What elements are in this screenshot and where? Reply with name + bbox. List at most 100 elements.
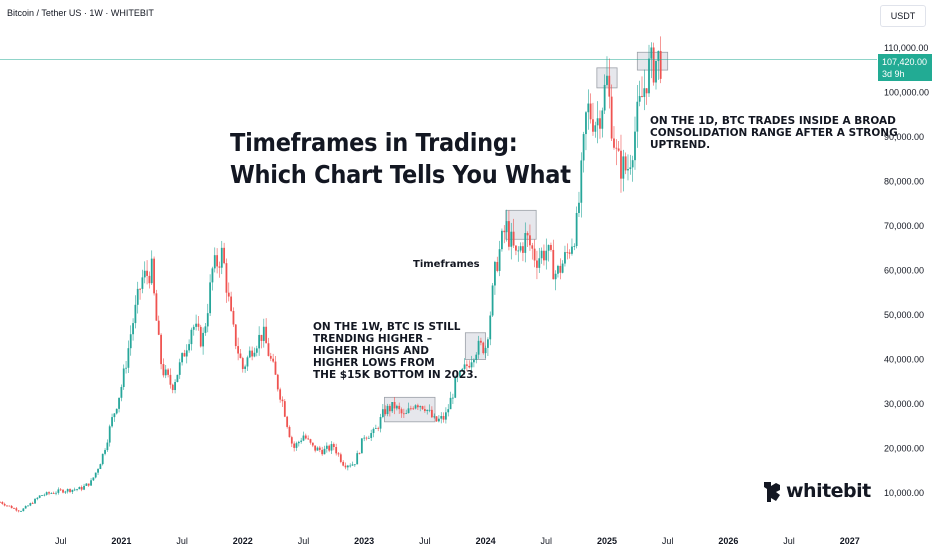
candle-body (13, 508, 15, 509)
candle-body (461, 368, 464, 371)
y-tick-label: 80,000.00 (884, 176, 924, 186)
candle-body (309, 439, 312, 443)
candle-body (370, 433, 373, 438)
candle-body (589, 103, 592, 120)
y-tick-label: 90,000.00 (884, 132, 924, 142)
candle-body (122, 368, 125, 388)
candle-body (113, 413, 116, 418)
candle-body (169, 374, 172, 385)
candle-body (69, 489, 71, 492)
candle-body (148, 275, 151, 284)
candle-body (274, 361, 277, 375)
candle-body (491, 285, 494, 316)
x-tick-label: 2024 (476, 536, 496, 546)
currency-selector[interactable]: USDT (880, 5, 926, 27)
candle-body (526, 233, 529, 236)
candle-body (447, 409, 450, 413)
candle-body (52, 493, 55, 494)
candle-body (428, 409, 431, 411)
candle-body (272, 358, 275, 362)
candle-body (655, 60, 657, 83)
candle-body (10, 505, 13, 509)
candle-body (358, 453, 361, 454)
candle-body (160, 334, 162, 365)
x-tick-label: Jul (662, 536, 674, 546)
candle-body (545, 250, 548, 261)
candle-body (241, 358, 244, 369)
candle-body (225, 263, 228, 293)
candle-body (66, 489, 69, 492)
candle-body (339, 454, 342, 462)
candle-body (157, 320, 160, 335)
candle-body (522, 246, 524, 253)
candle-body (176, 374, 179, 383)
candle-body (540, 250, 543, 259)
candle-body (419, 406, 422, 408)
candle-body (195, 323, 198, 327)
candle-body (332, 444, 335, 448)
candle-body (115, 408, 118, 414)
candle-body (395, 405, 398, 409)
candle-body (468, 365, 471, 368)
candle-body (216, 255, 219, 267)
candle-body (118, 397, 120, 409)
candle-body (363, 437, 366, 439)
candle-body (237, 346, 240, 354)
candle-body (463, 364, 466, 369)
x-tick-label: 2025 (597, 536, 617, 546)
candle-body (349, 465, 352, 467)
candle-body (45, 492, 48, 495)
headline: Timeframes in Trading: Which Chart Tells… (230, 127, 571, 191)
candle-body (652, 47, 655, 83)
candle-body (377, 428, 380, 429)
candle-body (120, 387, 123, 398)
candle-body (293, 443, 296, 448)
candle-body (566, 252, 569, 253)
candle-body (262, 326, 265, 341)
headline-line-2: Which Chart Tells You What (230, 160, 571, 189)
candle-body (48, 492, 50, 494)
candle-body (610, 96, 613, 139)
x-tick-label: Jul (55, 536, 67, 546)
candle-body (73, 489, 76, 491)
candle-body (543, 250, 545, 261)
candle-body (505, 221, 508, 233)
candle-body (531, 245, 534, 249)
candle-body (342, 461, 345, 466)
candle-body (328, 445, 331, 451)
candle-body (552, 249, 555, 280)
y-tick-label: 20,000.00 (884, 444, 924, 454)
candle-body (265, 326, 268, 344)
candle-body (533, 248, 536, 261)
candle-body (423, 409, 426, 412)
candle-body (645, 88, 648, 94)
candle-body (407, 408, 410, 414)
candle-body (386, 405, 389, 415)
candle-body (405, 413, 408, 414)
candle-body (31, 503, 34, 504)
candle-body (3, 503, 6, 506)
candle-body (346, 465, 349, 468)
candle-body (202, 332, 205, 347)
candle-body (314, 445, 317, 451)
candle-body (76, 489, 78, 490)
candle-body (260, 334, 263, 341)
candle-body (475, 354, 478, 360)
candle-body (255, 348, 258, 353)
candle-body (64, 491, 67, 493)
candle-body (606, 75, 608, 85)
candle-body (430, 409, 433, 418)
candle-body (211, 268, 214, 283)
candle-body (573, 246, 576, 247)
candle-body (162, 364, 165, 376)
candle-body (416, 405, 419, 408)
candle-body (498, 249, 501, 271)
symbol-header[interactable]: Bitcoin / Tether US · 1W · WHITEBIT (7, 8, 154, 18)
candle-body (311, 442, 314, 446)
candle-body (323, 448, 326, 455)
x-tick-label: 2022 (233, 536, 253, 546)
candle-body (477, 340, 480, 355)
candle-body (248, 350, 251, 358)
candle-body (624, 156, 627, 171)
